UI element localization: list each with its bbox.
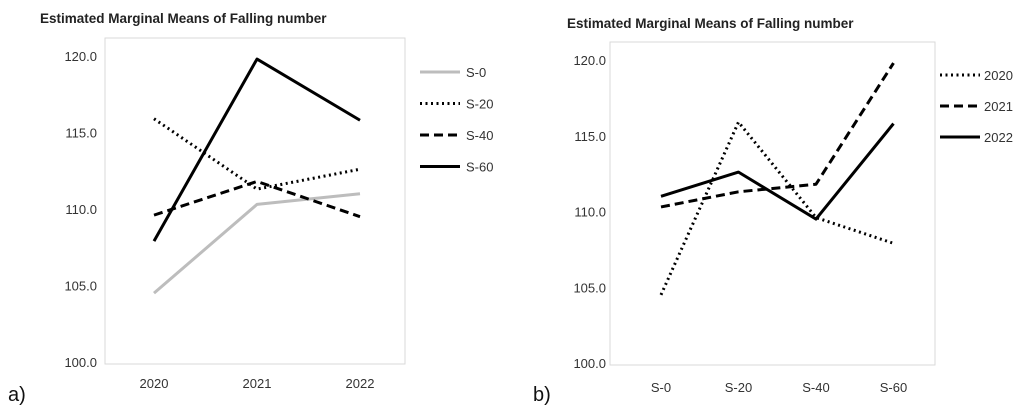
series-line-2020 [659,120,894,296]
series-line-2022 [660,122,895,221]
x-tick-label: S-40 [802,380,829,395]
y-tick-label: 105.0 [64,279,97,294]
series-line-s-60 [152,57,361,242]
legend-label: S-40 [466,128,493,143]
panel-a: Estimated Marginal Means of Falling numb… [8,11,493,405]
x-tick-label: 2021 [243,376,272,391]
x-tick-label: S-20 [725,380,752,395]
x-tick-label: 2022 [346,376,375,391]
y-tick-label: 100.0 [573,356,606,371]
y-tick-label: 120.0 [573,53,606,68]
x-tick-label: S-60 [880,380,907,395]
legend-label: 2020 [984,68,1013,83]
legend-label: S-20 [466,97,493,112]
plot-area-frame [104,37,406,365]
y-tick-label: 115.0 [65,126,97,141]
x-tick-label: 2020 [140,376,169,391]
legend-label: 2021 [984,99,1013,114]
legend-label: 2022 [984,130,1013,145]
panel-b: Estimated Marginal Means of Falling numb… [533,16,1013,405]
y-tick-label: 110.0 [65,202,97,217]
y-tick-label: 100.0 [64,355,97,370]
legend-label: S-0 [466,65,486,80]
y-tick-label: 120.0 [64,49,97,64]
legend-label: S-60 [466,160,493,175]
y-tick-label: 105.0 [573,280,606,295]
panel-label: b) [533,384,551,405]
series-line-s-40 [153,179,361,219]
panel-label: a) [8,384,26,405]
chart-title: Estimated Marginal Means of Falling numb… [567,16,854,31]
x-tick-label: S-0 [651,380,671,395]
chart-title: Estimated Marginal Means of Falling numb… [40,11,327,26]
plot-area-frame [609,41,936,366]
series-line-s-0 [153,192,361,295]
y-tick-label: 115.0 [574,129,606,144]
series-line-2021 [660,62,895,209]
y-tick-label: 110.0 [574,205,606,220]
